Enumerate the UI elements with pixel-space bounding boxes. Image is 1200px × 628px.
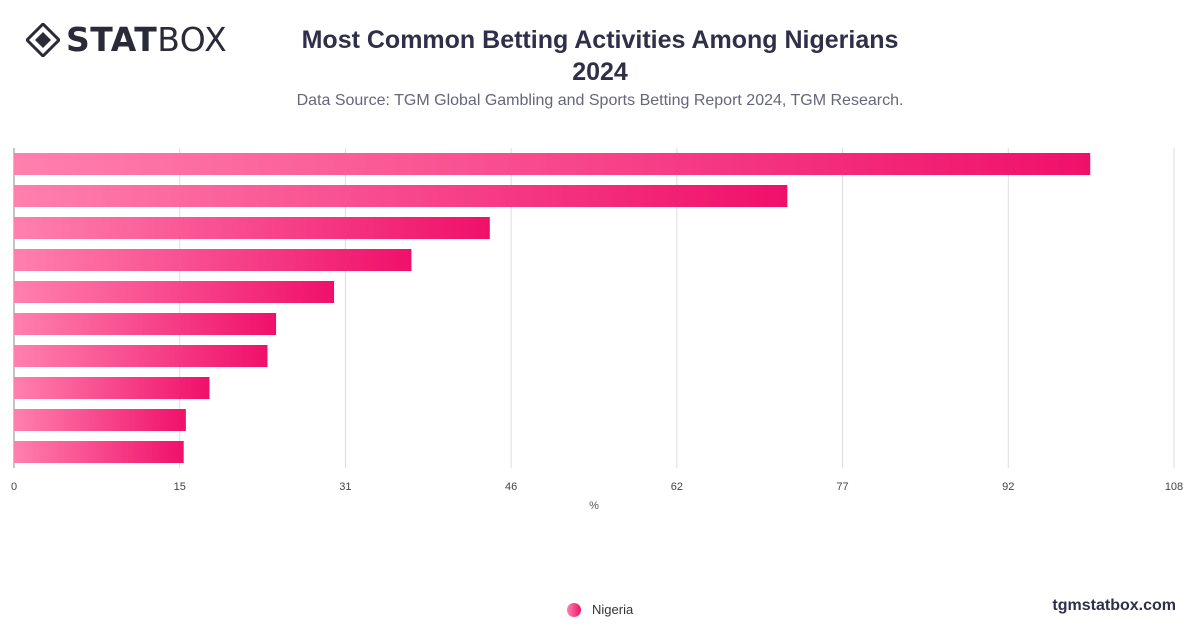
bars <box>14 153 1091 463</box>
x-tick-label: 77 <box>836 481 848 493</box>
legend-marker <box>567 602 581 617</box>
site-url: tgmstatbox.com <box>1052 597 1176 614</box>
x-tick-label: 0 <box>11 481 17 493</box>
bar[interactable] <box>14 377 210 399</box>
logo-text-light: BOX <box>157 20 228 59</box>
diamond-logo-icon <box>26 23 60 57</box>
bar[interactable] <box>14 345 268 367</box>
bar[interactable] <box>14 249 412 271</box>
x-axis-label: % <box>589 500 599 512</box>
x-tick-label: 31 <box>339 481 351 493</box>
bar[interactable] <box>14 441 184 463</box>
bar[interactable] <box>14 153 1091 175</box>
bar[interactable] <box>14 281 335 303</box>
bar[interactable] <box>14 409 186 431</box>
logo-text: STATBOX <box>66 22 227 58</box>
logo-text-bold: STAT <box>66 20 158 59</box>
legend-label: Nigeria <box>592 602 634 617</box>
x-tick-label: 108 <box>1165 481 1183 493</box>
x-tick-label: 62 <box>671 481 683 493</box>
bar[interactable] <box>14 185 788 207</box>
x-tick-label: 15 <box>174 481 186 493</box>
x-tick-label: 92 <box>1002 481 1014 493</box>
statbox-logo: STATBOX <box>26 22 227 58</box>
chart-title-line-2: 2024 <box>572 58 628 86</box>
bar-chart: 0 15 31 46 62 77 92 108 % <box>11 148 1183 512</box>
bar[interactable] <box>14 217 490 239</box>
bar[interactable] <box>14 313 277 335</box>
chart-subtitle: Data Source: TGM Global Gambling and Spo… <box>296 92 904 109</box>
x-axis-ticks: 0 15 31 46 62 77 92 108 <box>11 481 1183 493</box>
chart-title-line-1: Most Common Betting Activities Among Nig… <box>301 26 899 54</box>
x-tick-label: 46 <box>505 481 517 493</box>
legend[interactable]: Nigeria <box>567 602 633 617</box>
